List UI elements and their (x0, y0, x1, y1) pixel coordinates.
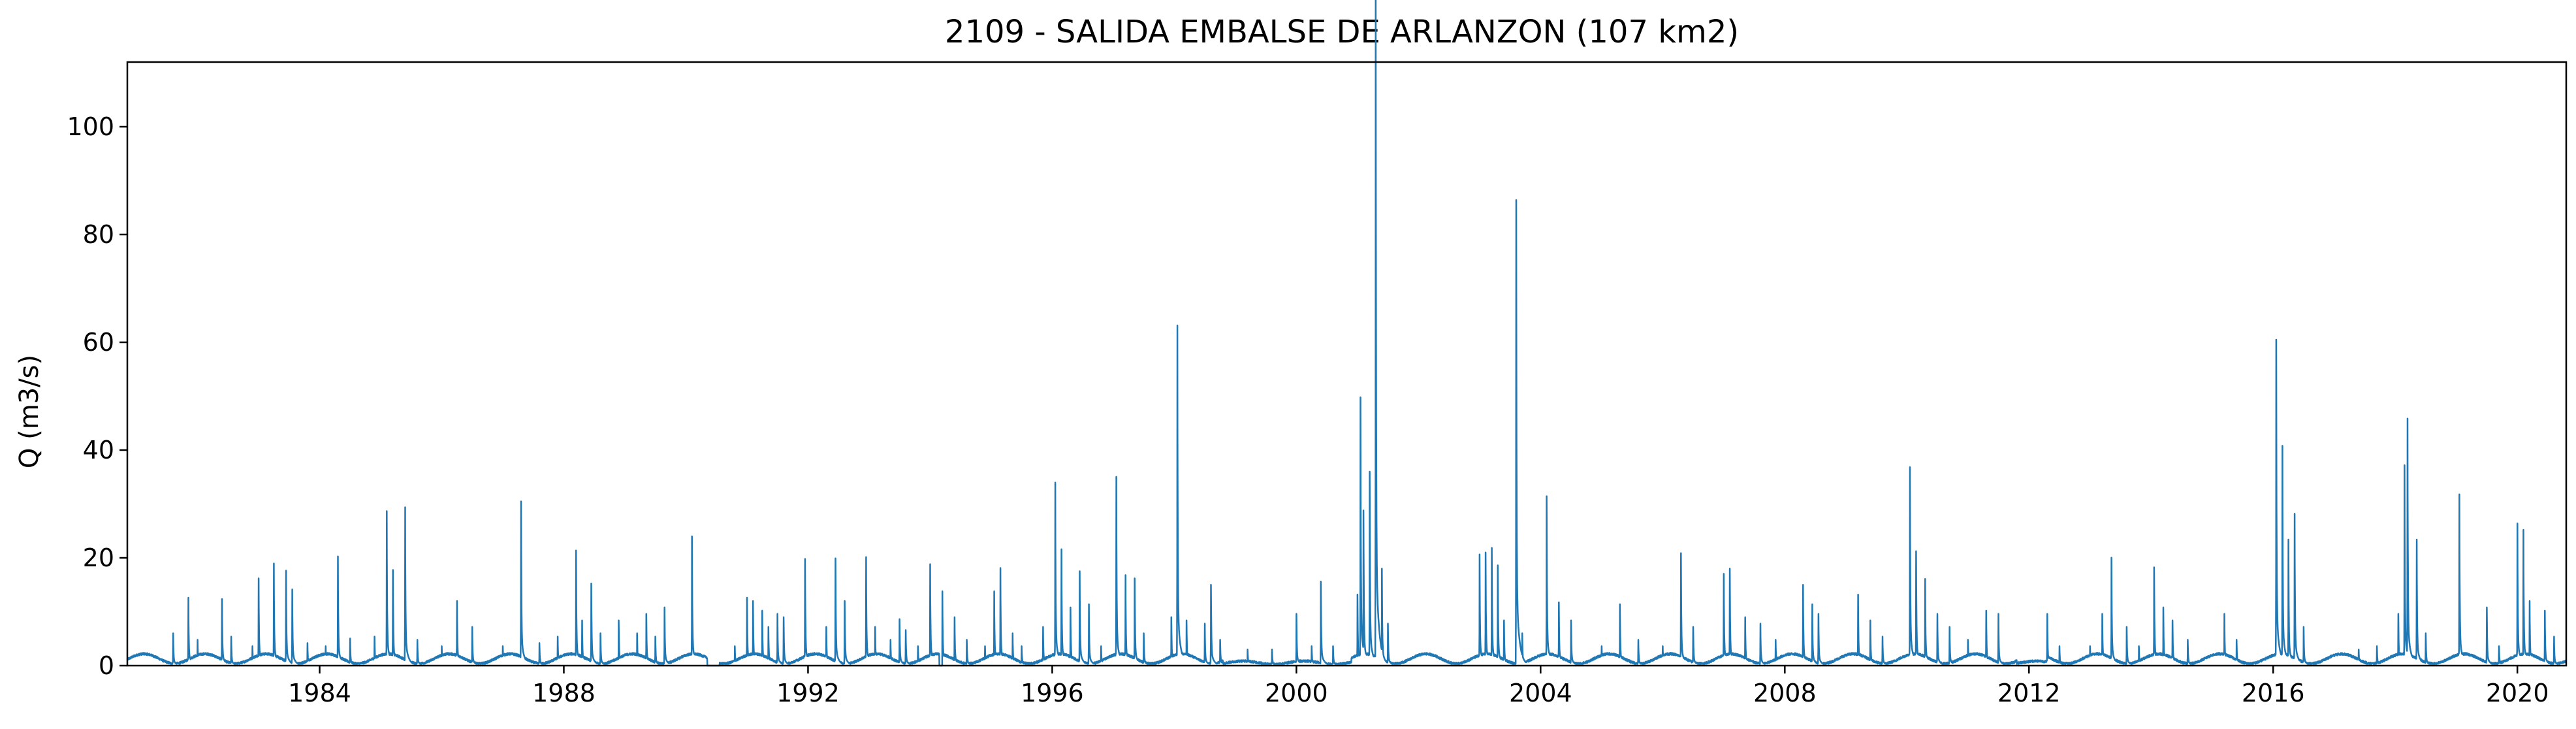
x-tick-label: 2004 (1509, 679, 1572, 707)
x-tick-label: 2008 (1753, 679, 1817, 707)
y-tick-label: 0 (99, 651, 114, 680)
x-tick-label: 2000 (1265, 679, 1328, 707)
y-tick-label: 40 (83, 436, 114, 464)
x-tick-label: 1996 (1021, 679, 1084, 707)
y-tick-label: 100 (67, 112, 114, 141)
x-tick-label: 1984 (288, 679, 351, 707)
x-tick-label: 2016 (2242, 679, 2305, 707)
x-tick-label: 2012 (1997, 679, 2061, 707)
x-tick-label: 1988 (532, 679, 596, 707)
y-tick-label: 80 (83, 220, 114, 249)
x-tick-label: 1992 (776, 679, 840, 707)
y-tick-label: 60 (83, 328, 114, 357)
x-tick-label: 2020 (2486, 679, 2549, 707)
y-tick-label: 20 (83, 543, 114, 572)
y-axis-label: Q (m3/s) (14, 355, 44, 468)
chart-title: 2109 - SALIDA EMBALSE DE ARLANZON (107 k… (945, 14, 1739, 50)
